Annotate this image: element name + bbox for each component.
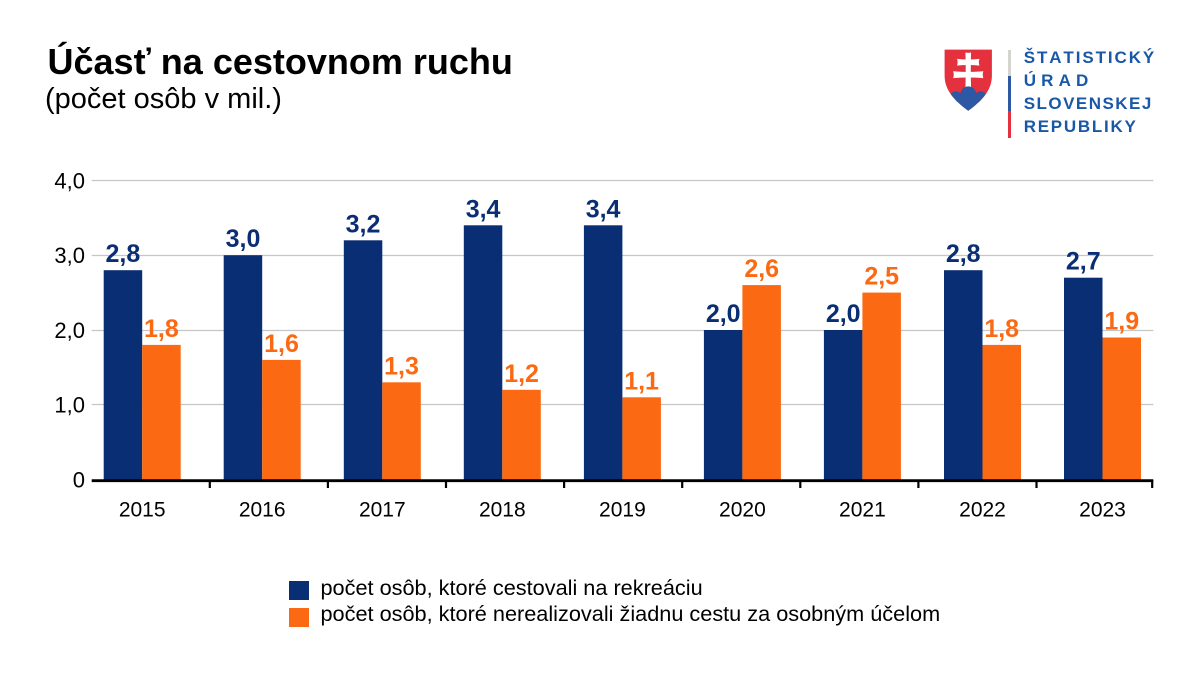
svg-text:1,9: 1,9	[1104, 308, 1139, 336]
svg-text:2016: 2016	[239, 499, 286, 522]
svg-text:1,0: 1,0	[54, 393, 85, 418]
svg-text:4,0: 4,0	[54, 168, 85, 193]
svg-text:1,1: 1,1	[624, 367, 659, 395]
svg-text:2,8: 2,8	[946, 240, 981, 268]
svg-text:2,0: 2,0	[706, 300, 741, 328]
svg-text:2,8: 2,8	[106, 240, 141, 268]
svg-text:1,3: 1,3	[384, 352, 419, 380]
svg-text:1,8: 1,8	[144, 315, 179, 343]
svg-text:2,7: 2,7	[1066, 248, 1101, 276]
svg-text:2,0: 2,0	[826, 300, 861, 328]
svg-text:2018: 2018	[479, 499, 526, 522]
svg-text:2022: 2022	[959, 499, 1006, 522]
svg-text:1,6: 1,6	[264, 330, 299, 358]
svg-text:2017: 2017	[359, 499, 406, 522]
svg-text:2020: 2020	[719, 499, 766, 522]
svg-text:2,0: 2,0	[54, 318, 85, 343]
svg-text:3,0: 3,0	[226, 225, 261, 253]
svg-text:3,0: 3,0	[54, 243, 85, 268]
svg-text:2,6: 2,6	[744, 255, 779, 283]
svg-text:2021: 2021	[839, 499, 886, 522]
svg-text:2019: 2019	[599, 499, 646, 522]
svg-text:1,2: 1,2	[504, 360, 539, 388]
svg-text:3,4: 3,4	[466, 195, 501, 223]
svg-text:1,8: 1,8	[984, 315, 1019, 343]
svg-text:3,4: 3,4	[586, 195, 621, 223]
svg-text:2023: 2023	[1079, 499, 1126, 522]
svg-text:0: 0	[73, 467, 85, 492]
svg-text:2,5: 2,5	[864, 263, 899, 291]
svg-text:3,2: 3,2	[346, 210, 381, 238]
svg-text:2015: 2015	[119, 499, 166, 522]
